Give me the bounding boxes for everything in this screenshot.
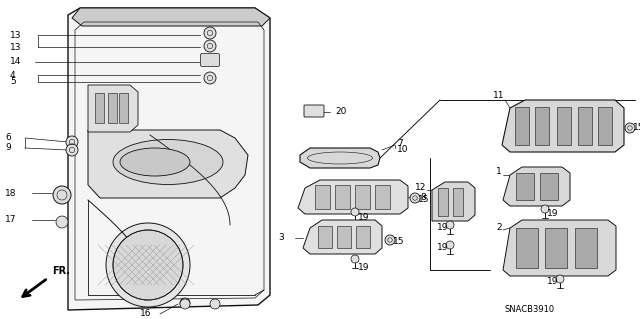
Bar <box>318 226 332 248</box>
Text: 12: 12 <box>415 183 426 192</box>
Bar <box>355 185 370 209</box>
Polygon shape <box>88 85 138 132</box>
Ellipse shape <box>113 139 223 184</box>
Text: 17: 17 <box>5 216 17 225</box>
Bar <box>557 107 571 145</box>
Circle shape <box>446 221 454 229</box>
Circle shape <box>351 255 359 263</box>
Circle shape <box>446 241 454 249</box>
Bar <box>598 107 612 145</box>
Text: 1: 1 <box>496 167 502 176</box>
Text: 19: 19 <box>547 278 558 286</box>
Text: SNACB3910: SNACB3910 <box>505 306 555 315</box>
Text: 2: 2 <box>497 222 502 232</box>
Bar <box>540 173 558 200</box>
Bar <box>315 185 330 209</box>
Text: 11: 11 <box>493 92 504 100</box>
Text: 8: 8 <box>420 192 426 202</box>
Text: 19: 19 <box>358 263 369 272</box>
Text: 5: 5 <box>10 78 16 86</box>
Bar <box>375 185 390 209</box>
Text: 15: 15 <box>633 122 640 131</box>
Circle shape <box>210 299 220 309</box>
Bar <box>95 93 104 123</box>
Ellipse shape <box>120 148 190 176</box>
Circle shape <box>410 193 420 203</box>
Bar <box>515 107 529 145</box>
Circle shape <box>66 136 78 148</box>
Polygon shape <box>72 8 270 26</box>
Circle shape <box>204 72 216 84</box>
Bar <box>108 93 117 123</box>
Circle shape <box>385 235 395 245</box>
Bar <box>545 228 567 268</box>
Bar <box>335 185 350 209</box>
Circle shape <box>204 27 216 39</box>
Text: 18: 18 <box>5 189 17 197</box>
Circle shape <box>113 230 183 300</box>
Text: 16: 16 <box>140 309 152 318</box>
Bar <box>119 93 128 123</box>
Bar <box>535 107 549 145</box>
Polygon shape <box>303 220 382 254</box>
Text: 7: 7 <box>397 138 403 147</box>
Polygon shape <box>503 167 570 206</box>
Text: 19: 19 <box>358 213 369 222</box>
Polygon shape <box>432 182 475 221</box>
Text: 19: 19 <box>436 224 448 233</box>
Text: 19: 19 <box>436 243 448 253</box>
Circle shape <box>180 299 190 309</box>
Circle shape <box>180 298 190 308</box>
Circle shape <box>204 40 216 52</box>
Circle shape <box>53 186 71 204</box>
Bar <box>337 226 351 248</box>
Text: 14: 14 <box>10 57 21 66</box>
Text: 15: 15 <box>393 238 404 247</box>
Circle shape <box>541 205 549 213</box>
Polygon shape <box>298 180 408 214</box>
Bar <box>575 228 597 268</box>
FancyBboxPatch shape <box>304 105 324 117</box>
Text: 13: 13 <box>10 31 22 40</box>
Text: 10: 10 <box>397 145 408 154</box>
Polygon shape <box>68 8 270 310</box>
Bar <box>578 107 592 145</box>
Text: 20: 20 <box>335 108 346 116</box>
Text: 19: 19 <box>547 209 558 218</box>
Polygon shape <box>88 130 248 198</box>
Text: 6: 6 <box>5 133 11 143</box>
Circle shape <box>66 144 78 156</box>
Circle shape <box>351 208 359 216</box>
Polygon shape <box>300 148 380 168</box>
Polygon shape <box>503 220 616 276</box>
Bar <box>438 188 448 216</box>
Circle shape <box>625 123 635 133</box>
Circle shape <box>556 275 564 283</box>
Circle shape <box>56 216 68 228</box>
Text: 15: 15 <box>418 196 429 204</box>
Bar <box>516 228 538 268</box>
Polygon shape <box>502 100 624 152</box>
Text: 3: 3 <box>278 234 284 242</box>
Text: 13: 13 <box>10 42 22 51</box>
Circle shape <box>106 223 190 307</box>
Bar <box>356 226 370 248</box>
Text: 4: 4 <box>10 70 15 79</box>
Text: 9: 9 <box>5 144 11 152</box>
Bar <box>453 188 463 216</box>
FancyBboxPatch shape <box>200 54 220 66</box>
Bar <box>516 173 534 200</box>
Text: FR.: FR. <box>52 266 70 276</box>
